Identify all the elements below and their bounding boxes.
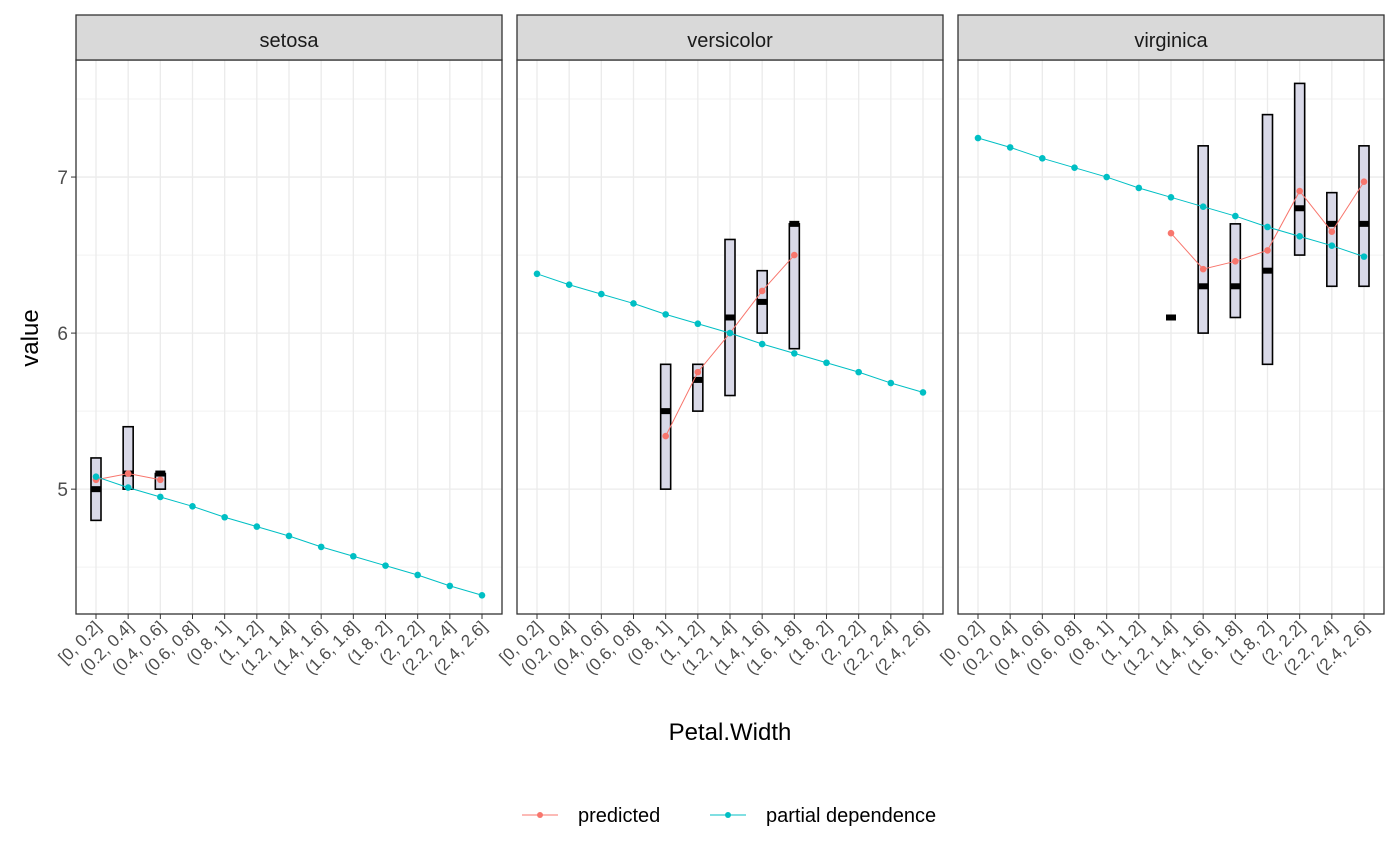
range-median-bar (789, 220, 800, 227)
partial-dependence-point (1071, 164, 1078, 171)
facet-strip-label: setosa (260, 30, 320, 52)
partial-dependence-point (758, 340, 766, 348)
facet-panel-virginica: virginica[0, 0.2](0.2, 0.4](0.4, 0.6](0.… (937, 14, 1385, 678)
range-median-bar (660, 408, 671, 415)
partial-dependence-point (92, 473, 100, 480)
partial-dependence-point (317, 543, 325, 551)
range-median-bar (725, 314, 735, 321)
predicted-point (1360, 178, 1368, 186)
range-box (1197, 145, 1209, 334)
partial-dependence-point (919, 389, 927, 396)
partial-dependence-point (887, 379, 895, 387)
partial-dependence-point (598, 290, 605, 298)
predicted-point (791, 251, 798, 259)
range-median-bar (1326, 220, 1337, 227)
facet-panel-setosa: setosa[0, 0.2](0.2, 0.4](0.4, 0.6](0.6, … (55, 14, 503, 678)
partial-dependence-point (1039, 155, 1046, 162)
range-box (1326, 191, 1338, 288)
partial-dependence-point (1199, 203, 1207, 210)
partial-dependence-point (1360, 253, 1368, 260)
y-axis-title: value (17, 309, 44, 366)
partial-dependence-point (791, 350, 798, 357)
partial-dependence-point (1006, 144, 1014, 151)
range-box (1229, 223, 1242, 319)
predicted-point (1167, 229, 1175, 237)
y-tick-label: 6 (57, 324, 68, 345)
predicted-point (157, 476, 164, 484)
legend-label-partial-dependence: partial dependence (766, 805, 936, 827)
partial-dependence-point (662, 311, 669, 318)
predicted-point (124, 470, 132, 477)
partial-dependence-point (221, 513, 228, 521)
partial-dependence-point (478, 591, 486, 599)
range-box (692, 363, 704, 412)
partial-dependence-point (1167, 194, 1175, 201)
legend-key-point-predicted (537, 812, 543, 818)
facet-strip (957, 14, 1385, 61)
range-median-bar (1359, 220, 1369, 227)
range-box (1261, 113, 1274, 366)
predicted-point (662, 432, 669, 440)
partial-dependence-point (414, 571, 421, 579)
range-median-bar (1294, 205, 1305, 212)
range-median-bar (155, 470, 166, 477)
range-box (1358, 145, 1370, 288)
range-median-bar (1198, 283, 1209, 290)
partial-dependence-point (1264, 223, 1271, 231)
partial-dependence-point (189, 503, 196, 510)
partial-dependence-point (565, 281, 573, 289)
predicted-point (1264, 247, 1271, 254)
range-box (659, 363, 672, 490)
range-median-bar (1166, 314, 1176, 321)
partial-dependence-point (350, 552, 357, 560)
predicted-point (1296, 187, 1303, 195)
range-median-bar (91, 486, 101, 493)
range-median-bar (1230, 283, 1241, 290)
range-median-bar (757, 298, 768, 305)
range-box (788, 223, 801, 350)
range-box (1293, 82, 1306, 256)
partial-dependence-point (1232, 212, 1239, 220)
facet-strip (75, 14, 503, 61)
partial-dependence-point (630, 300, 637, 307)
partial-dependence-point (726, 329, 734, 337)
range-median-bar (1262, 267, 1273, 274)
predicted-point (1199, 265, 1207, 273)
legend: predicted partial dependence (522, 805, 936, 827)
facet-strip-label: versicolor (687, 30, 773, 52)
partial-dependence-point (855, 368, 862, 376)
partial-dependence-point (823, 359, 830, 367)
partial-dependence-point (285, 532, 293, 540)
partial-dependence-point (694, 320, 702, 328)
range-box (122, 425, 134, 490)
partial-dependence-point (446, 582, 454, 590)
facet-strip-label: virginica (1134, 30, 1208, 52)
predicted-point (758, 287, 766, 295)
partial-dependence-point (124, 484, 132, 491)
predicted-point (1328, 228, 1336, 235)
partial-dependence-point (382, 562, 389, 569)
partial-dependence-point (1296, 233, 1303, 240)
y-tick-label: 5 (57, 480, 68, 501)
x-axis-title: Petal.Width (669, 719, 792, 746)
legend-label-predicted: predicted (578, 805, 660, 827)
range-median-bar (692, 376, 703, 383)
partial-dependence-point (974, 134, 982, 142)
partial-dependence-point (1103, 173, 1110, 181)
partial-dependence-point (253, 523, 261, 530)
predicted-point (1232, 258, 1239, 265)
partial-dependence-point (157, 493, 164, 501)
y-tick-label: 7 (57, 168, 68, 189)
facet-strip (516, 14, 944, 61)
legend-key-point-partial-dependence (725, 812, 731, 818)
partial-dependence-point (1135, 184, 1143, 192)
facet-panel-versicolor: versicolor[0, 0.2](0.2, 0.4](0.4, 0.6](0… (496, 14, 944, 678)
predicted-point (694, 368, 702, 376)
partial-dependence-point (533, 270, 541, 278)
partial-dependence-point (1328, 242, 1336, 250)
